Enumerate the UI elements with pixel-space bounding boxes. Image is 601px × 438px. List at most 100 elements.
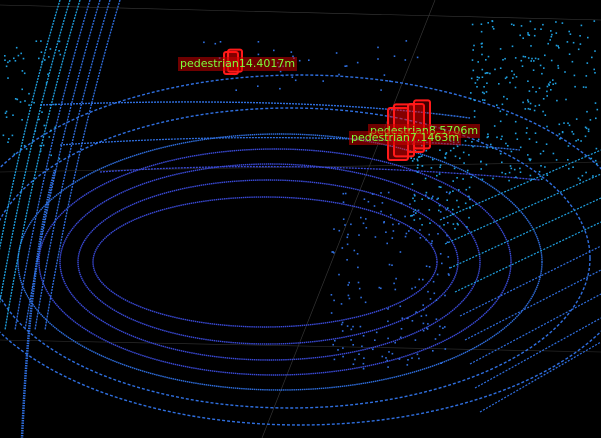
point bbox=[571, 60, 574, 63]
point bbox=[514, 86, 517, 89]
point bbox=[422, 304, 424, 306]
point bbox=[513, 73, 515, 76]
point bbox=[347, 233, 349, 236]
point bbox=[577, 138, 579, 141]
right-streak bbox=[474, 317, 601, 389]
point bbox=[24, 100, 26, 102]
point bbox=[332, 251, 334, 253]
point bbox=[594, 50, 596, 52]
point bbox=[28, 104, 30, 106]
point bbox=[404, 235, 407, 238]
point bbox=[440, 186, 442, 188]
point bbox=[542, 110, 544, 113]
point bbox=[365, 227, 368, 229]
point bbox=[417, 156, 420, 158]
point bbox=[468, 186, 471, 189]
point bbox=[337, 349, 339, 351]
point bbox=[16, 98, 19, 101]
point bbox=[485, 72, 488, 74]
point bbox=[347, 284, 349, 286]
point bbox=[437, 233, 439, 235]
scan-ring bbox=[77, 179, 459, 345]
point bbox=[333, 358, 336, 361]
point bbox=[409, 203, 411, 205]
wall-streak bbox=[34, 0, 111, 331]
point bbox=[534, 57, 537, 60]
point bbox=[515, 176, 517, 178]
point bbox=[529, 174, 532, 177]
point bbox=[580, 24, 583, 27]
point bbox=[419, 229, 421, 231]
point bbox=[579, 179, 581, 181]
point bbox=[594, 159, 597, 162]
point bbox=[473, 116, 476, 118]
point bbox=[38, 118, 40, 121]
point bbox=[429, 298, 432, 300]
point bbox=[580, 140, 582, 142]
point bbox=[514, 120, 517, 123]
point bbox=[442, 327, 444, 329]
scan-ring bbox=[17, 133, 543, 391]
point bbox=[567, 122, 569, 124]
point bbox=[380, 210, 382, 213]
point bbox=[456, 177, 458, 179]
point bbox=[508, 179, 510, 182]
point bbox=[35, 40, 38, 42]
point bbox=[549, 81, 551, 84]
point bbox=[20, 52, 22, 55]
point bbox=[438, 209, 440, 212]
point bbox=[452, 223, 455, 225]
point bbox=[441, 262, 443, 265]
point bbox=[515, 76, 518, 78]
point bbox=[13, 57, 15, 60]
point bbox=[377, 58, 379, 60]
point bbox=[493, 125, 496, 127]
point bbox=[444, 153, 447, 155]
point bbox=[446, 199, 448, 201]
point bbox=[564, 71, 566, 73]
point bbox=[398, 223, 400, 225]
point bbox=[383, 74, 386, 76]
point bbox=[527, 57, 530, 59]
point bbox=[439, 253, 442, 255]
point bbox=[426, 328, 429, 330]
point bbox=[567, 159, 569, 161]
point bbox=[48, 56, 50, 58]
point bbox=[492, 147, 494, 149]
point bbox=[4, 59, 6, 61]
point bbox=[350, 223, 352, 226]
point bbox=[546, 174, 549, 176]
point bbox=[428, 209, 431, 211]
point bbox=[358, 353, 360, 355]
point bbox=[372, 348, 374, 351]
point bbox=[470, 92, 472, 94]
point bbox=[422, 278, 424, 281]
point bbox=[419, 237, 422, 239]
point bbox=[530, 178, 533, 181]
point bbox=[436, 174, 438, 177]
point bbox=[17, 54, 20, 57]
point bbox=[346, 325, 349, 327]
wall-streak bbox=[14, 0, 91, 331]
point bbox=[509, 165, 512, 167]
point bbox=[387, 320, 389, 323]
point bbox=[257, 41, 260, 43]
point bbox=[568, 30, 570, 33]
point bbox=[391, 237, 394, 239]
point bbox=[568, 167, 570, 170]
point bbox=[520, 59, 523, 62]
point bbox=[413, 214, 415, 216]
point bbox=[360, 296, 362, 299]
point bbox=[12, 114, 14, 116]
point bbox=[579, 43, 582, 45]
point bbox=[447, 256, 450, 258]
point bbox=[357, 266, 359, 269]
point bbox=[393, 55, 396, 57]
point bbox=[505, 113, 508, 116]
point bbox=[346, 259, 348, 261]
point bbox=[364, 301, 367, 304]
point bbox=[587, 128, 590, 131]
point bbox=[572, 41, 575, 44]
point bbox=[424, 177, 427, 180]
